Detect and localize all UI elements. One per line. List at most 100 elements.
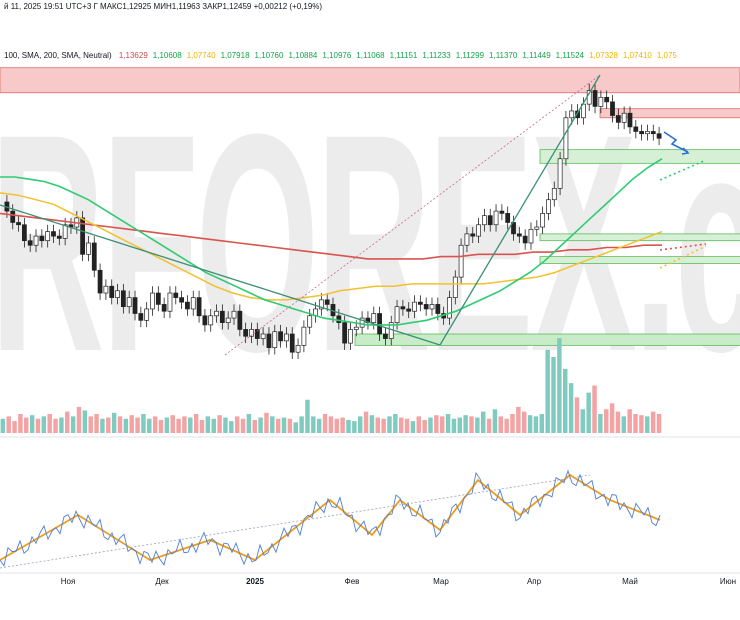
volume-bar bbox=[141, 414, 146, 433]
volume-bar bbox=[539, 414, 545, 433]
candle-body bbox=[237, 310, 243, 330]
forecast-arrow bbox=[663, 131, 689, 153]
candle-body bbox=[417, 301, 423, 305]
volume-bar bbox=[246, 414, 252, 433]
volume-bar bbox=[398, 417, 404, 433]
candle-body bbox=[219, 310, 225, 323]
candle-body bbox=[51, 231, 56, 237]
candle-body bbox=[645, 131, 650, 135]
volume-bar bbox=[457, 417, 463, 433]
volume-bar bbox=[82, 410, 88, 433]
candle-body bbox=[167, 292, 173, 312]
volume-bar bbox=[170, 415, 175, 433]
candle-body bbox=[21, 224, 27, 242]
volume-bar bbox=[240, 418, 246, 433]
candle-body bbox=[10, 210, 16, 223]
volume-bar bbox=[445, 414, 451, 433]
volume-bar bbox=[158, 419, 164, 433]
volume-bar bbox=[264, 412, 269, 433]
ma-value: 1,07328 bbox=[589, 51, 618, 60]
ma-value: 1,11449 bbox=[522, 51, 551, 60]
candle-body bbox=[575, 110, 580, 119]
candle-body bbox=[592, 90, 598, 107]
candle-body bbox=[639, 131, 645, 135]
volume-bar bbox=[334, 418, 339, 433]
candle-body bbox=[86, 242, 91, 255]
volume-bar bbox=[311, 416, 316, 433]
candle-body bbox=[185, 301, 190, 310]
volume-bar bbox=[35, 418, 41, 433]
candle-body bbox=[348, 329, 353, 344]
candle-body bbox=[470, 233, 476, 237]
volume-bar bbox=[357, 416, 363, 433]
volume-bar bbox=[604, 409, 609, 433]
candle-body bbox=[435, 304, 441, 314]
volume-bar bbox=[656, 414, 662, 433]
volume-bar bbox=[152, 416, 158, 433]
volume-bar bbox=[627, 409, 632, 433]
candle-body bbox=[150, 292, 155, 310]
volume-bar bbox=[352, 421, 357, 433]
volume-bar bbox=[557, 338, 562, 433]
volume-bar bbox=[422, 419, 427, 433]
volume-bar bbox=[439, 416, 445, 433]
volume-bar bbox=[6, 416, 11, 433]
candle-body bbox=[80, 217, 85, 255]
volume-bar bbox=[598, 414, 603, 433]
candle-body bbox=[144, 308, 150, 321]
volume-bar bbox=[346, 419, 351, 433]
sma-100-projection bbox=[659, 159, 707, 181]
volume-bar bbox=[211, 418, 216, 433]
candle-body bbox=[301, 326, 307, 346]
volume-bar bbox=[393, 414, 398, 433]
volume-bar bbox=[475, 417, 480, 433]
volume-bar bbox=[621, 416, 627, 433]
candle-body bbox=[447, 297, 452, 319]
candle-body bbox=[27, 240, 33, 246]
candle-body bbox=[266, 333, 272, 349]
volume-bar bbox=[645, 416, 650, 433]
ohlc-header: й 11, 2025 19:51 UTC+3 Г МАКС1,12925 МИН… bbox=[4, 2, 322, 11]
candle-body bbox=[254, 329, 260, 339]
candle-body bbox=[627, 112, 633, 128]
ma-value: 1,11151 bbox=[389, 51, 418, 60]
volume-bar bbox=[410, 421, 416, 433]
trend-line-up bbox=[439, 74, 601, 346]
candle-body bbox=[231, 310, 237, 319]
candle-body bbox=[412, 301, 417, 312]
volume-bar bbox=[563, 368, 568, 433]
header-ohlc: Г МАКС1,12925 МИН1,11963 ЗАКР1,12459 +0,… bbox=[93, 2, 323, 11]
volume-bar bbox=[586, 392, 591, 433]
volume-bar bbox=[416, 416, 422, 433]
candle-body bbox=[528, 228, 534, 244]
ma-settings-label: 100, SMA, 200, SMA, Neutral) bbox=[4, 51, 112, 60]
candle-body bbox=[429, 304, 435, 310]
volume-bar bbox=[188, 417, 193, 433]
volume-bar bbox=[164, 417, 170, 433]
candle-body bbox=[115, 290, 120, 298]
volume-bar bbox=[516, 406, 521, 433]
volume-bar bbox=[287, 418, 293, 433]
candle-body bbox=[179, 297, 184, 303]
x-tick-label: Фев bbox=[344, 577, 360, 586]
volume-bar bbox=[293, 422, 298, 433]
candle-body bbox=[214, 310, 219, 317]
candle-body bbox=[161, 304, 167, 312]
ma-value: 1,07740 bbox=[186, 51, 216, 60]
x-tick-label: Май bbox=[622, 577, 638, 586]
sma-100-line bbox=[0, 158, 663, 326]
zone-support-1 bbox=[539, 149, 740, 164]
sma-50-line bbox=[0, 192, 663, 301]
ma-value: 1,11233 bbox=[422, 51, 451, 60]
x-tick-label: Дек bbox=[155, 577, 169, 586]
volume-bar bbox=[123, 418, 129, 433]
candle-body bbox=[522, 235, 528, 244]
ma-values: 1,13629 1,10608 1,07740 1,07918 1,10760 1,108… bbox=[119, 51, 682, 60]
volume-bar bbox=[592, 385, 597, 433]
volume-bar bbox=[252, 419, 257, 433]
oscillator-zigzag bbox=[0, 473, 661, 562]
candle-body bbox=[190, 297, 196, 310]
candle-body bbox=[278, 331, 283, 342]
volume-bar bbox=[129, 415, 134, 433]
